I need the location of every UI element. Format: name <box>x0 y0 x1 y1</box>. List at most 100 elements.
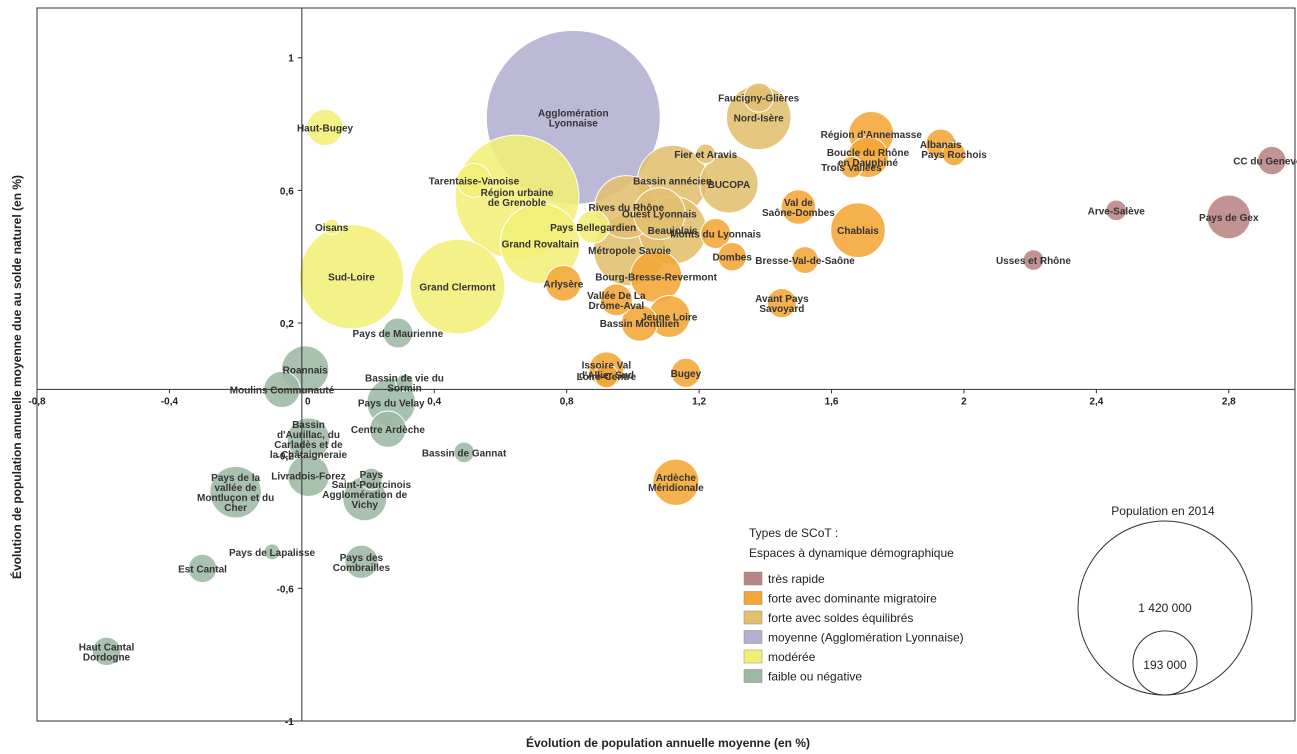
legend-swatch <box>743 571 763 586</box>
bubble-label: Bassin de vie du Sormin <box>365 374 444 395</box>
bubble-label: Trois Vallées <box>821 163 882 174</box>
bubble-point <box>499 202 581 284</box>
bubble-label: Pays des Combrailles <box>333 553 391 574</box>
bubble-point <box>360 467 383 491</box>
y-tick-label: -0,6 <box>277 584 295 595</box>
x-tick-label: 0,8 <box>560 396 574 407</box>
bubble-point <box>670 357 701 388</box>
legend-swatch <box>743 610 763 625</box>
size-legend-small-circle <box>1132 630 1198 696</box>
bubble-label: Grand Clermont <box>419 283 496 294</box>
bubble-point <box>791 246 820 274</box>
bubble-label: Avant Pays Savoyard <box>755 294 809 315</box>
y-tick-label: 1 <box>288 54 294 65</box>
bubble-label: Pays de Maurienne <box>353 329 444 340</box>
bubble-point <box>743 82 774 113</box>
legend-item-label: forte avec dominante migratoire <box>768 592 937 606</box>
x-tick-label: 2,4 <box>1089 396 1103 407</box>
bubble-label: Livradois-Forez <box>271 472 345 483</box>
bubble-label: Dombes <box>712 253 752 264</box>
bubble-point <box>263 543 281 561</box>
bubble-point <box>382 317 414 349</box>
bubble-point <box>1105 199 1128 222</box>
y-tick-label: -1 <box>285 717 294 728</box>
plot-frame <box>36 7 1296 722</box>
bubble-label: Région urbaine de Grenoble <box>481 188 554 209</box>
x-tick-label: -0,4 <box>161 396 179 407</box>
bubble-label: Agglomération Lyonnaise <box>538 108 609 129</box>
bubble-point <box>695 143 717 165</box>
bubble-point <box>298 223 405 330</box>
bubble-point <box>306 108 344 147</box>
bubble-label: Moulins Communauté <box>230 385 335 396</box>
x-tick-label: -0,8 <box>28 396 46 407</box>
legend-subtitle: Espaces à dynamique démographique <box>749 546 954 560</box>
bubble-label: Faucigny-Glières <box>718 94 800 105</box>
bubble-label: Albanais <box>920 140 962 151</box>
bubble-point <box>620 304 659 342</box>
x-tick-label: 0,4 <box>427 396 441 407</box>
x-tick-label: 1,6 <box>825 396 839 407</box>
bubble-point <box>1257 145 1287 176</box>
bubble-point <box>91 636 122 667</box>
legend-item-label: moyenne (Agglomération Lyonnaise) <box>768 631 964 645</box>
bubble-point <box>409 238 506 335</box>
bubble-label: Arve-Salève <box>1088 206 1146 217</box>
bubble-label: Bassin de Gannat <box>422 448 507 459</box>
size-legend-title: Population en 2014 <box>1111 504 1215 518</box>
legend-swatch <box>743 649 763 664</box>
bubble-point <box>699 154 759 214</box>
bubble-point <box>287 454 330 498</box>
bubble-label: Pays Saint-Pourcinois <box>332 470 412 491</box>
bubble-label: Bresse-Val-de-Saône <box>755 256 855 267</box>
bubble-point <box>830 202 886 259</box>
x-tick-label: 2,8 <box>1222 396 1236 407</box>
bubble-label: Fier et Aravis <box>674 150 737 161</box>
legend-swatch <box>743 630 763 644</box>
x-tick-label: 2 <box>961 396 967 407</box>
bubble-point <box>544 264 582 302</box>
bubble-label: Pays de Gex <box>1199 213 1259 224</box>
bubble-point <box>941 141 967 167</box>
legend-item-label: modérée <box>768 650 816 664</box>
bubble-point <box>780 189 817 225</box>
bubble-label: Bassin annécien <box>633 176 712 187</box>
bubble-label: Ardèche Méridionale <box>648 473 704 494</box>
x-axis-title: Évolution de population annuelle moyenne… <box>526 735 810 750</box>
bubble-label: Pays de Lapalisse <box>229 548 316 559</box>
bubble-label: CC du Genevois <box>1233 157 1297 168</box>
bubble-label: Sud-Loire <box>328 273 375 284</box>
bubble-label: Bassin d'Aurillac, du Carladès et de la Châ… <box>270 420 348 461</box>
size-legend-big-label: 1 420 000 <box>1138 601 1192 615</box>
bubble-point <box>700 218 732 249</box>
bubble-point <box>456 162 492 198</box>
bubble-label: Issoire Val d'Allier Sud <box>579 360 634 381</box>
bubble-label: Haut Cantal Dordogne <box>79 642 135 663</box>
bubble-label: Roannais <box>283 365 328 376</box>
bubble-label: Centre Ardèche <box>351 425 426 436</box>
y-tick-label: -0,2 <box>277 452 295 463</box>
bubble-label: Beaujolais <box>648 226 698 237</box>
bubble-label: BUCOPA <box>708 180 751 191</box>
bubble-label: Chablais <box>837 226 879 237</box>
legend-swatch <box>743 669 763 683</box>
bubble-label: Région d'Annemasse <box>821 130 923 141</box>
bubble-label: Tarentaise-Vanoise <box>429 176 520 187</box>
x-tick-label: 1,2 <box>692 396 706 407</box>
bubble-label: Bassin Montilien <box>600 319 679 330</box>
bubble-point <box>766 288 797 319</box>
bubble-point <box>1022 249 1045 271</box>
bubble-label: Grand Rovaltain <box>502 239 579 250</box>
bubble-label: Boucle du Rhône en Dauphiné <box>827 148 910 169</box>
legend-title: Types de SCoT : <box>749 526 838 540</box>
bubble-label: Pays Rochois <box>921 150 987 161</box>
bubble-label: Usses et Rhône <box>996 256 1071 267</box>
bubble-label: Vallée De La Drôme-Aval <box>587 291 646 312</box>
axes-layer: -0,8 -0,4 0 0,4 0,8 1,2 1,6 2 2,4 2,8 1 0,6 0,2 -0,2 -… <box>28 8 1295 728</box>
labels-layer: Agglomération Lyonnaise Région urbaine de G… <box>79 94 1297 664</box>
bubble-label: Est Cantal <box>178 564 227 575</box>
legend: Types de SCoT : Espaces à dynamique démog… <box>743 504 1253 696</box>
bubble-point <box>717 241 747 272</box>
bubble-label: Pays Bellegardien <box>550 223 636 234</box>
